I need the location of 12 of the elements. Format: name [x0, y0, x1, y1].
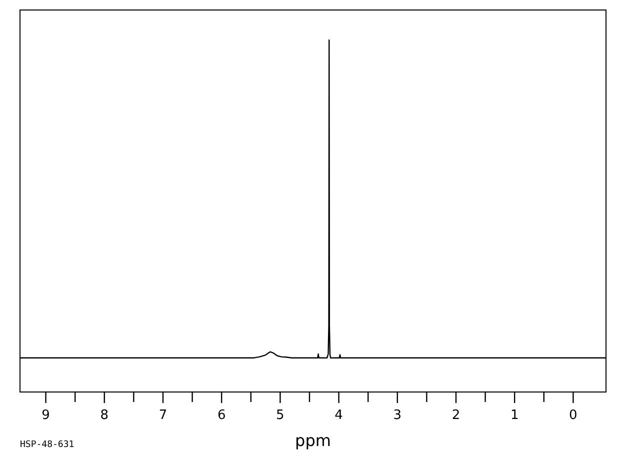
x-tick-label: 9 [42, 408, 50, 423]
x-tick-label: 3 [393, 408, 402, 423]
x-tick-label: 7 [158, 408, 168, 423]
x-tick-label: 2 [452, 408, 460, 423]
x-tick-label: 5 [276, 408, 284, 423]
x-tick-label: 1 [510, 408, 519, 423]
x-tick-label: 8 [100, 408, 109, 423]
text: HSP-48-631 [20, 440, 74, 450]
x-tick-label: 4 [334, 408, 343, 423]
x-axis-title: ppm [295, 431, 331, 450]
x-tick-label: 6 [217, 408, 226, 423]
x-tick-label: 0 [569, 408, 578, 423]
